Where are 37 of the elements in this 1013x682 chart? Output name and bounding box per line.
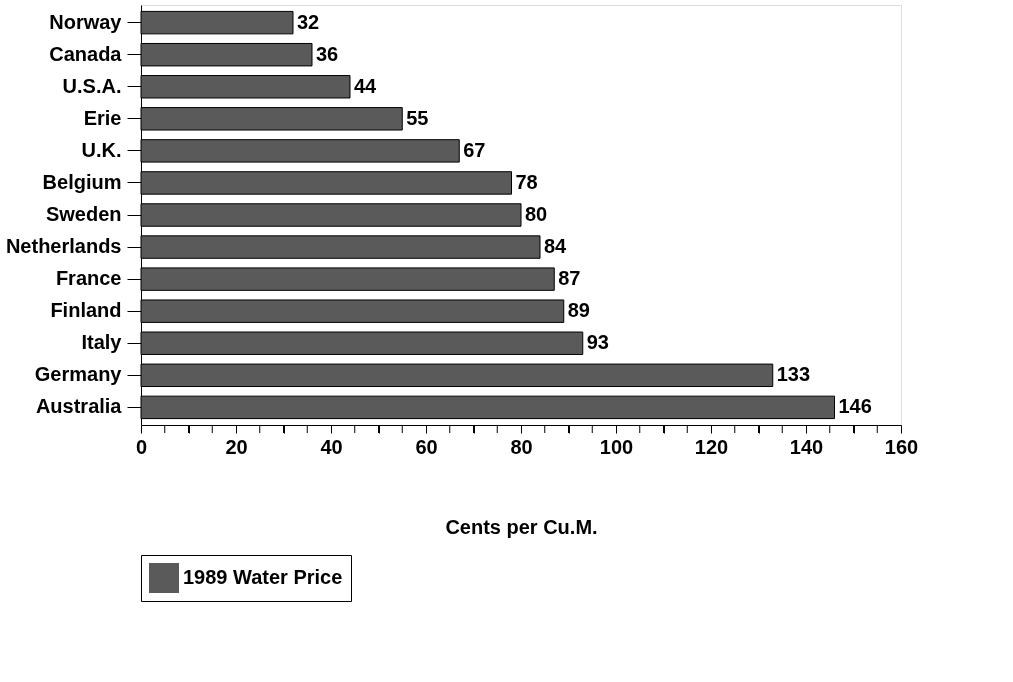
x-tick-label: 140	[789, 435, 824, 458]
x-tick-label: 100	[599, 435, 634, 458]
data-label: 80	[525, 203, 548, 225]
data-label: 133	[776, 363, 811, 386]
data-label: 89	[567, 299, 590, 322]
y-tick-label: Sweden	[45, 203, 122, 225]
x-tick-label: 60	[415, 435, 438, 458]
data-label: 55	[406, 106, 429, 129]
y-tick-label: Netherlands	[5, 235, 122, 258]
data-label: 36	[316, 42, 339, 65]
x-tick-label: 120	[694, 435, 729, 458]
x-axis-title: Cents per Cu.M.	[445, 515, 598, 538]
x-tick-label: 160	[884, 435, 919, 458]
x-tick-label: 40	[320, 435, 343, 458]
y-tick-label: Finland	[50, 299, 122, 322]
data-label: 44	[354, 74, 378, 97]
y-tick-label: U.K.	[81, 138, 122, 161]
y-tick-label: U.S.A.	[62, 74, 122, 97]
y-tick-label: Italy	[81, 331, 123, 354]
y-tick-label: Belgium	[42, 170, 122, 193]
data-label: 32	[297, 10, 320, 33]
legend-label: 1989 Water Price	[183, 566, 343, 588]
y-tick-label: Canada	[49, 42, 123, 65]
y-tick-label: Germany	[34, 363, 123, 386]
data-label: 67	[463, 138, 486, 161]
x-tick-label: 0	[135, 435, 148, 458]
y-tick-label: Erie	[83, 106, 122, 129]
data-label: 146	[838, 395, 872, 418]
data-label: 78	[515, 170, 538, 193]
y-tick-label: Norway	[49, 10, 123, 33]
y-tick-label: France	[55, 267, 122, 290]
y-tick-label: Australia	[35, 395, 123, 418]
data-label: 93	[586, 331, 609, 354]
data-label: 87	[558, 267, 581, 290]
x-tick-label: 80	[510, 435, 533, 458]
data-label: 84	[544, 235, 568, 258]
x-tick-label: 20	[225, 435, 248, 458]
